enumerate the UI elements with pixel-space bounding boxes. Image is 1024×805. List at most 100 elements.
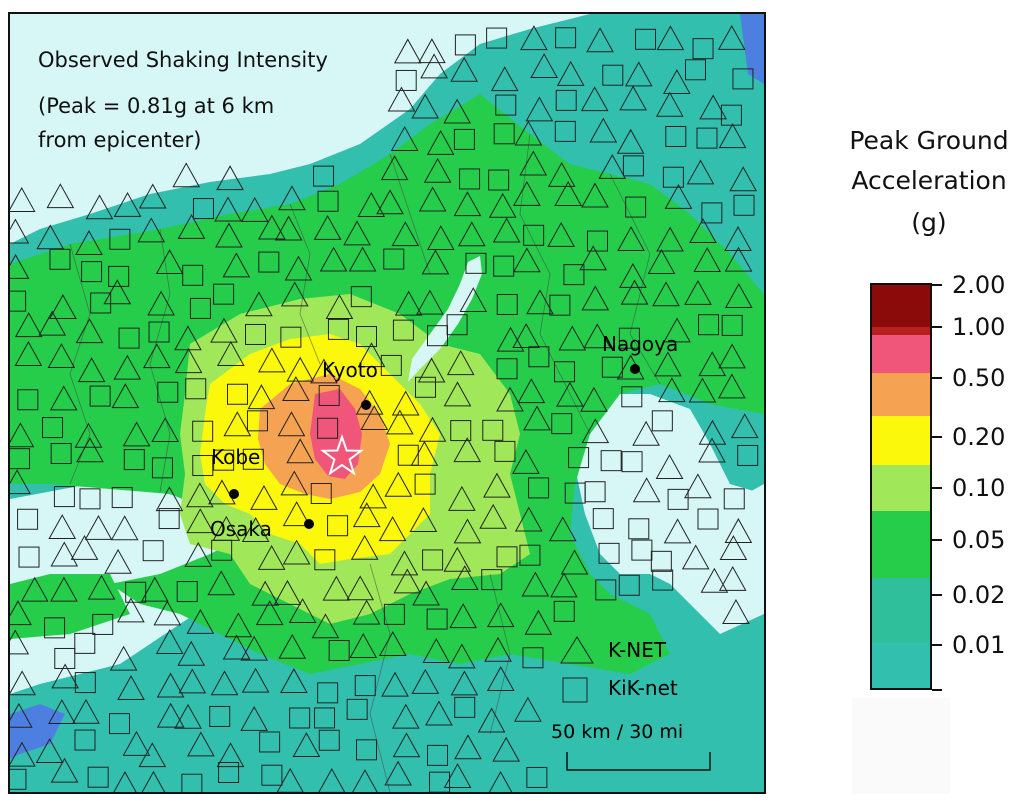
- kik-net-station-square-icon: [450, 420, 472, 442]
- legend-label-kik-net: KiK-net: [608, 676, 678, 700]
- k-net-station-triangle-icon: [417, 357, 446, 383]
- colorbar-band: [872, 578, 930, 643]
- faint-box: [852, 698, 950, 794]
- k-net-station-triangle-icon: [579, 245, 608, 271]
- k-net-station-triangle-icon: [10, 741, 36, 767]
- kik-net-station-square-icon: [486, 27, 508, 49]
- kik-net-station-square-icon: [488, 169, 510, 191]
- k-net-station-triangle-icon: [492, 736, 521, 762]
- colorbar-tick-label: 1.00: [952, 313, 1006, 341]
- kik-net-station-square-icon: [90, 292, 112, 314]
- kik-net-station-square-icon: [684, 59, 706, 81]
- k-net-station-triangle-icon: [586, 27, 614, 53]
- k-net-station-triangle-icon: [223, 411, 252, 437]
- k-net-station-triangle-icon: [558, 325, 587, 351]
- kik-net-station-square-icon: [327, 318, 349, 340]
- k-net-station-triangle-icon: [177, 640, 206, 666]
- legend-title-line-3: (g): [911, 208, 947, 237]
- kik-net-station-square-icon: [310, 482, 332, 504]
- k-net-station-triangle-icon: [273, 579, 302, 605]
- k-net-station-triangle-icon: [449, 603, 477, 629]
- k-net-station-triangle-icon: [719, 535, 748, 561]
- kik-net-station-square-icon: [53, 486, 75, 508]
- kik-net-station-square-icon: [313, 165, 335, 187]
- kik-net-station-square-icon: [555, 89, 577, 111]
- k-net-station-triangle-icon: [560, 549, 589, 575]
- k-net-station-triangle-icon: [156, 702, 185, 728]
- k-net-station-triangle-icon: [547, 221, 575, 247]
- kik-net-station-square-icon: [496, 294, 518, 316]
- k-net-station-triangle-icon: [420, 53, 448, 79]
- kik-net-station-square-icon: [414, 376, 436, 398]
- kik-net-station-square-icon: [495, 94, 517, 116]
- k-net-station-triangle-icon: [113, 191, 142, 217]
- k-net-station-triangle-icon: [10, 629, 30, 655]
- kik-net-legend-square-icon: [562, 677, 588, 703]
- k-net-station-triangle-icon: [117, 597, 145, 623]
- kik-net-station-square-icon: [81, 261, 103, 283]
- k-net-station-triangle-icon: [663, 69, 691, 95]
- k-net-station-triangle-icon: [284, 255, 313, 281]
- k-net-station-triangle-icon: [318, 767, 346, 792]
- k-net-station-triangle-icon: [391, 390, 420, 416]
- kik-net-station-square-icon: [429, 771, 451, 792]
- k-net-station-triangle-icon: [348, 246, 377, 272]
- kik-net-station-square-icon: [465, 252, 487, 274]
- kik-net-station-square-icon: [44, 617, 66, 639]
- k-net-station-triangle-icon: [210, 317, 238, 343]
- k-net-station-triangle-icon: [346, 575, 375, 601]
- city-label-kyoto: Kyoto: [322, 358, 378, 382]
- k-net-station-triangle-icon: [122, 730, 151, 756]
- k-net-station-triangle-icon: [459, 287, 488, 313]
- colorbar-band: [872, 373, 930, 416]
- kik-net-station-square-icon: [108, 265, 130, 287]
- k-net-station-triangle-icon: [174, 703, 202, 729]
- colorbar-tick-label: 0.02: [952, 581, 1006, 609]
- kik-net-station-square-icon: [189, 297, 211, 319]
- shakemap-svg: [10, 14, 764, 792]
- k-net-station-triangle-icon: [113, 771, 137, 792]
- k-net-station-triangle-icon: [729, 166, 758, 192]
- k-net-station-triangle-icon: [10, 600, 32, 626]
- k-net-station-triangle-icon: [216, 742, 245, 768]
- k-net-station-triangle-icon: [391, 703, 420, 729]
- k-net-station-triangle-icon: [251, 580, 280, 606]
- k-net-station-triangle-icon: [409, 507, 438, 533]
- kik-net-station-square-icon: [621, 386, 643, 408]
- k-net-station-triangle-icon: [186, 608, 215, 634]
- k-net-station-triangle-icon: [113, 354, 142, 380]
- k-net-station-triangle-icon: [72, 698, 100, 724]
- kik-net-station-square-icon: [523, 224, 545, 246]
- k-net-station-triangle-icon: [258, 347, 286, 373]
- k-net-station-triangle-icon: [103, 279, 132, 305]
- pga-zone-0.05-south: [10, 574, 130, 639]
- k-net-station-triangle-icon: [514, 696, 542, 722]
- k-net-station-triangle-icon: [224, 612, 253, 638]
- k-net-station-triangle-icon: [421, 249, 450, 275]
- shakemap-panel: Observed Shaking Intensity (Peak = 0.81g…: [8, 12, 766, 794]
- k-net-station-triangle-icon: [479, 503, 508, 529]
- kik-net-station-square-icon: [454, 34, 476, 56]
- kik-net-station-square-icon: [598, 542, 620, 564]
- k-net-station-triangle-icon: [155, 486, 184, 512]
- k-net-station-triangle-icon: [453, 191, 482, 217]
- kik-net-station-square-icon: [427, 744, 449, 766]
- k-net-station-triangle-icon: [689, 218, 717, 244]
- k-net-station-triangle-icon: [147, 290, 175, 316]
- kik-net-station-square-icon: [17, 508, 39, 530]
- kik-net-station-square-icon: [453, 128, 475, 150]
- pga-zone-1.00: [310, 389, 362, 479]
- k-net-station-triangle-icon: [292, 732, 321, 758]
- k-net-station-triangle-icon: [85, 194, 114, 220]
- k-net-station-triangle-icon: [581, 182, 609, 208]
- kik-net-station-square-icon: [528, 477, 550, 499]
- kik-net-station-square-icon: [723, 488, 745, 510]
- k-net-station-triangle-icon: [425, 700, 453, 726]
- k-net-station-triangle-icon: [453, 518, 482, 544]
- k-net-station-triangle-icon: [214, 196, 242, 222]
- colorbar-band: [872, 416, 930, 465]
- k-net-station-triangle-icon: [453, 437, 482, 463]
- kik-net-station-square-icon: [182, 264, 204, 286]
- k-net-station-triangle-icon: [76, 437, 104, 463]
- k-net-station-triangle-icon: [153, 600, 182, 626]
